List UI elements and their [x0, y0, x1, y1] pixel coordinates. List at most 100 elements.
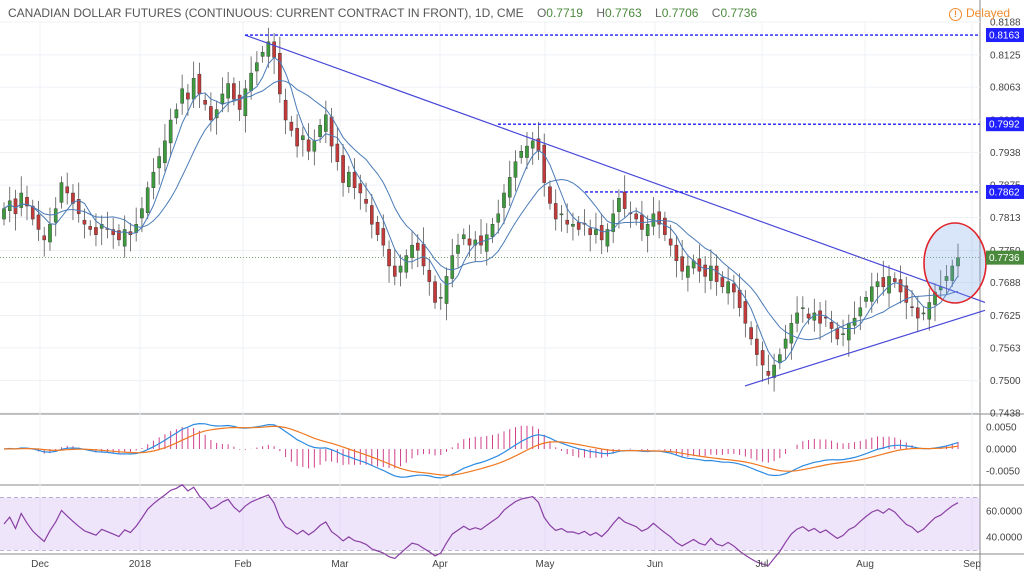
x-tick-label: Mar [331, 559, 349, 570]
x-tick-label: Dec [31, 559, 49, 570]
candle-body [944, 276, 949, 281]
candle-body [76, 199, 81, 215]
candle [611, 199, 615, 244]
y-tick-label: 0.7813 [990, 213, 1021, 224]
candle-body [427, 269, 432, 282]
candle [174, 103, 179, 125]
price-level-label: 0.7992 [986, 117, 1024, 132]
candle-body [479, 235, 483, 246]
candle [795, 296, 799, 333]
candle [266, 27, 271, 68]
candle [36, 200, 41, 241]
candle-body [312, 140, 317, 152]
candle-body [249, 72, 253, 92]
symbol-title: CANADIAN DOLLAR FUTURES (CONTINUOUS: CUR… [8, 6, 524, 20]
candle [13, 189, 18, 231]
candle-body [352, 171, 357, 188]
candle-body [835, 328, 840, 340]
x-tick-label: Aug [856, 559, 874, 570]
candle-body [232, 83, 236, 100]
candle [128, 222, 133, 252]
candle-body [749, 327, 753, 340]
candle [122, 215, 127, 258]
candle-body [157, 156, 161, 169]
macd-signal-line [3, 425, 959, 476]
candle [582, 209, 587, 236]
candle [881, 260, 886, 296]
candle-body [237, 94, 242, 110]
candle [335, 127, 340, 171]
candle-body [111, 229, 115, 235]
y-tick-label: 0.8063 [990, 83, 1021, 94]
candle [180, 74, 184, 115]
candle-body [42, 235, 47, 241]
candle-body [622, 191, 627, 209]
candle [99, 215, 104, 246]
candle [755, 324, 759, 367]
candle [766, 354, 771, 385]
candle [88, 220, 93, 236]
candle-body [364, 199, 368, 204]
candle [921, 306, 926, 321]
candle-body [260, 52, 265, 57]
candle [375, 215, 380, 241]
candle-body [553, 203, 558, 220]
candle [444, 267, 449, 321]
candle [829, 310, 834, 343]
candle [732, 274, 736, 309]
candle-body [657, 211, 661, 225]
candle [904, 276, 909, 320]
candle-body [898, 279, 903, 293]
candle-body [145, 187, 150, 214]
candle-body [140, 208, 144, 219]
candle [25, 185, 29, 221]
candle-body [507, 177, 512, 198]
candle-body [433, 281, 437, 303]
price-label-text: 0.8163 [989, 31, 1020, 42]
candle [726, 267, 730, 305]
price-label-box [986, 250, 1024, 265]
candle [530, 132, 535, 165]
candle-body [755, 338, 759, 355]
candle [783, 324, 788, 360]
candle [433, 275, 437, 309]
candle [404, 249, 409, 279]
candle-body [806, 313, 811, 319]
candle-body [306, 139, 311, 152]
price-level-label: 0.7862 [986, 184, 1024, 199]
candle-body [904, 285, 909, 303]
candle-body [737, 289, 742, 308]
candle [163, 124, 167, 172]
candle-body [875, 281, 880, 288]
candle-body [869, 286, 874, 302]
delayed-badge[interactable]: ! Delayed [948, 6, 1010, 21]
candle [283, 88, 288, 135]
candle-body [65, 186, 70, 194]
candle [668, 224, 673, 257]
y-tick-label: 0.8188 [990, 18, 1021, 29]
candle-body [847, 323, 851, 341]
candle [76, 182, 81, 223]
candle-body [686, 265, 690, 278]
price-label-box [986, 184, 1024, 199]
open-value: 0.7719 [546, 6, 583, 20]
y-tick-label: 0.7438 [990, 409, 1021, 420]
candle [553, 189, 558, 231]
open-label: O [536, 6, 547, 20]
candle-body [841, 333, 845, 335]
candle-body [892, 278, 897, 282]
candle [168, 108, 173, 158]
descending-trendline [244, 34, 986, 304]
candle [2, 202, 6, 226]
candle [605, 223, 610, 253]
candle-body [48, 224, 52, 243]
candle [243, 79, 248, 133]
candle-body [324, 114, 328, 132]
candle [226, 72, 230, 113]
price-label-text: 0.7992 [989, 120, 1020, 131]
candle [134, 207, 138, 242]
candle-body [536, 138, 541, 152]
candle [197, 62, 202, 109]
candle [272, 32, 276, 75]
candle-body [186, 92, 190, 100]
